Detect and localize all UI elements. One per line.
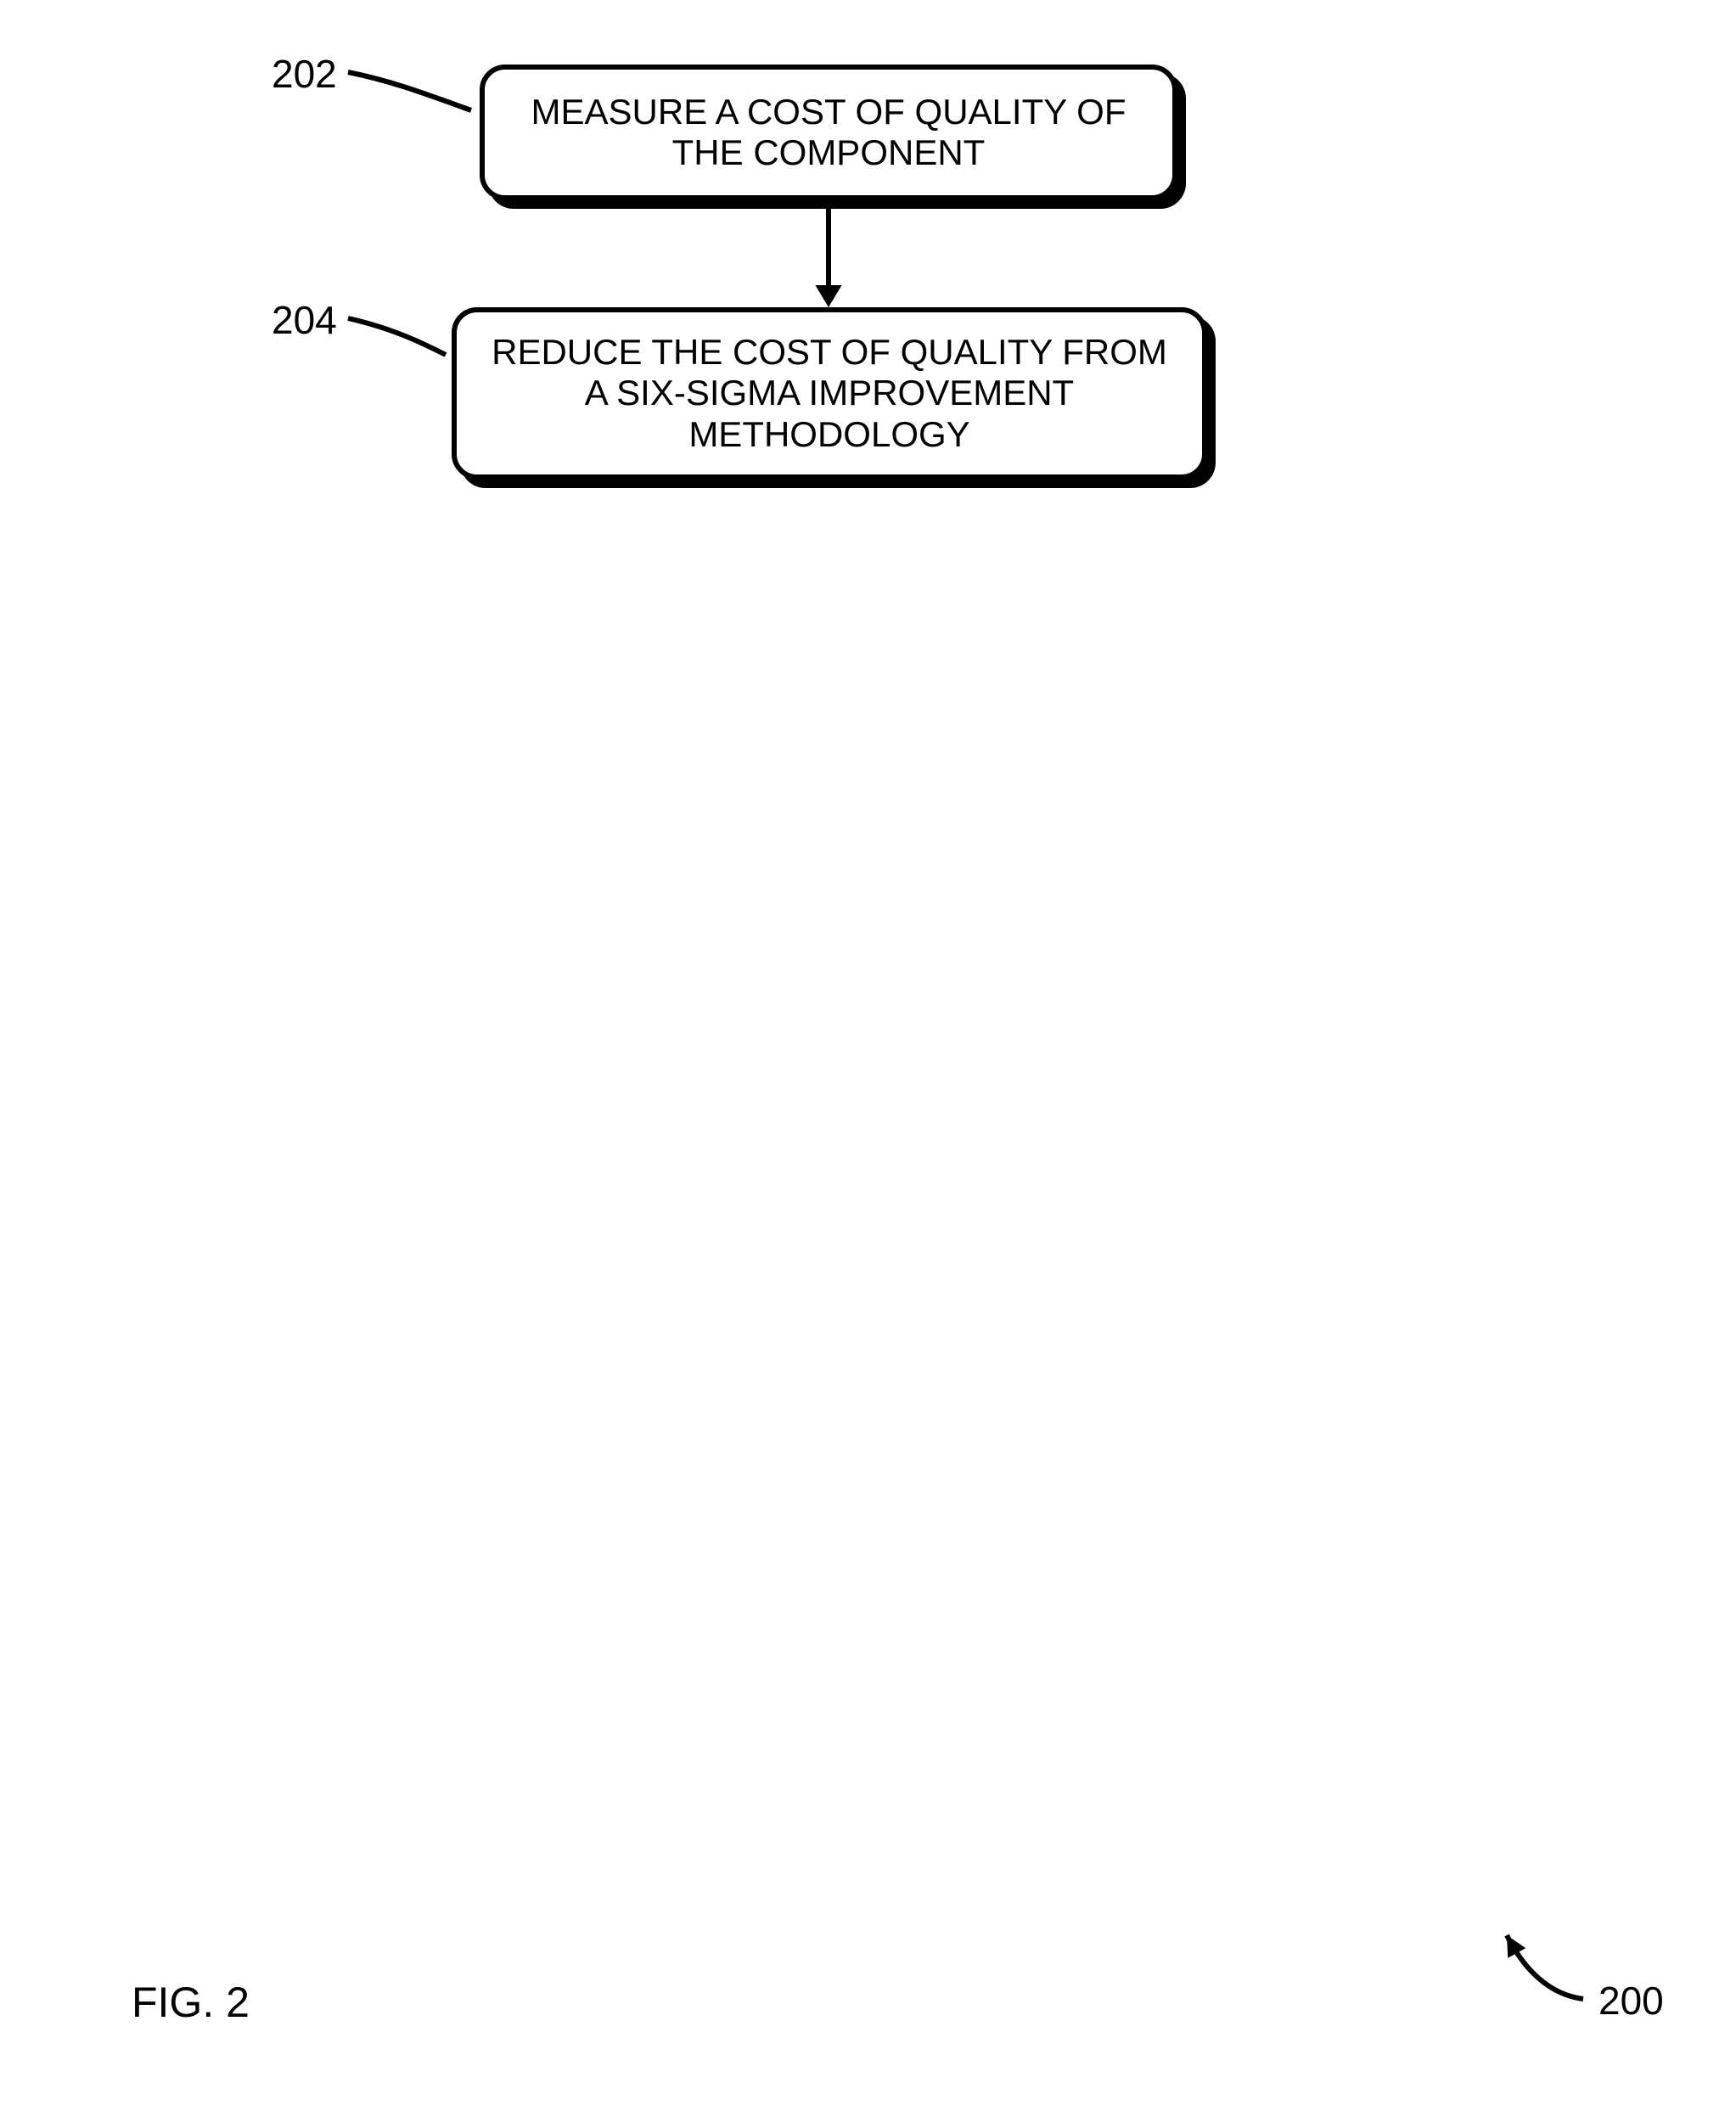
callout-label-200: 200 bbox=[1598, 1978, 1664, 2024]
figure-label: FIG. 2 bbox=[132, 1978, 250, 2027]
overlay-svg bbox=[0, 0, 1736, 2122]
callout-label-204: 204 bbox=[272, 297, 337, 343]
flowchart-stage: MEASURE A COST OF QUALITY OF THE COMPONE… bbox=[0, 0, 1736, 2122]
callout-label-202: 202 bbox=[272, 51, 337, 97]
callout-leader-204 bbox=[348, 318, 446, 355]
edge-arrowhead-202-204 bbox=[815, 285, 841, 307]
callout-leader-202 bbox=[348, 72, 471, 110]
